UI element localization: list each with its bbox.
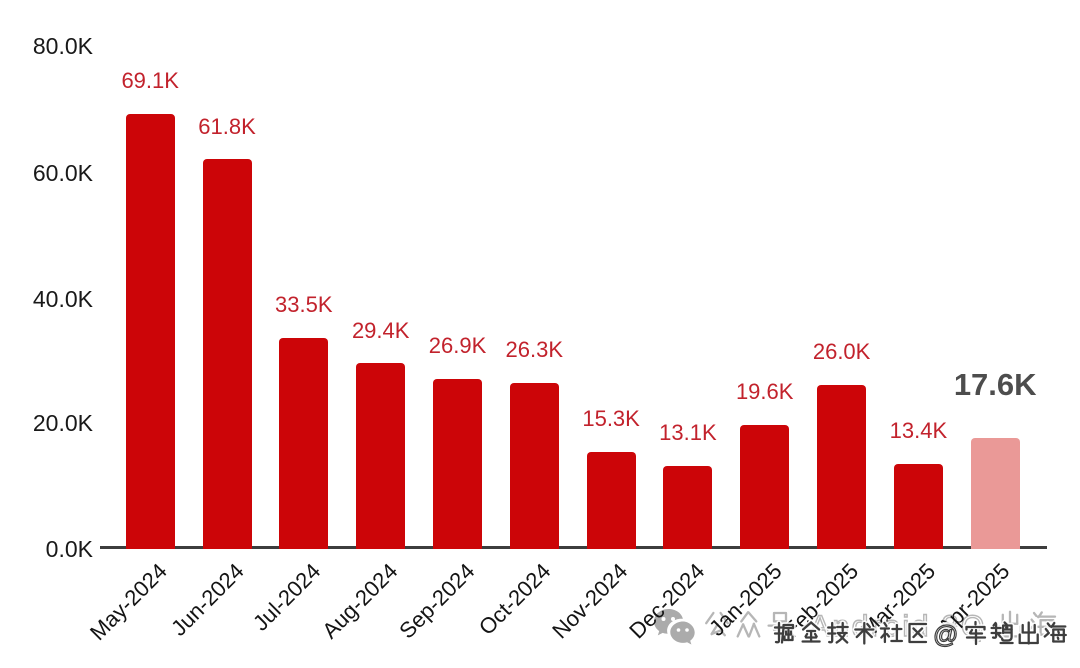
svg-text:@: @	[933, 621, 958, 649]
svg-text:@: @	[933, 621, 958, 649]
